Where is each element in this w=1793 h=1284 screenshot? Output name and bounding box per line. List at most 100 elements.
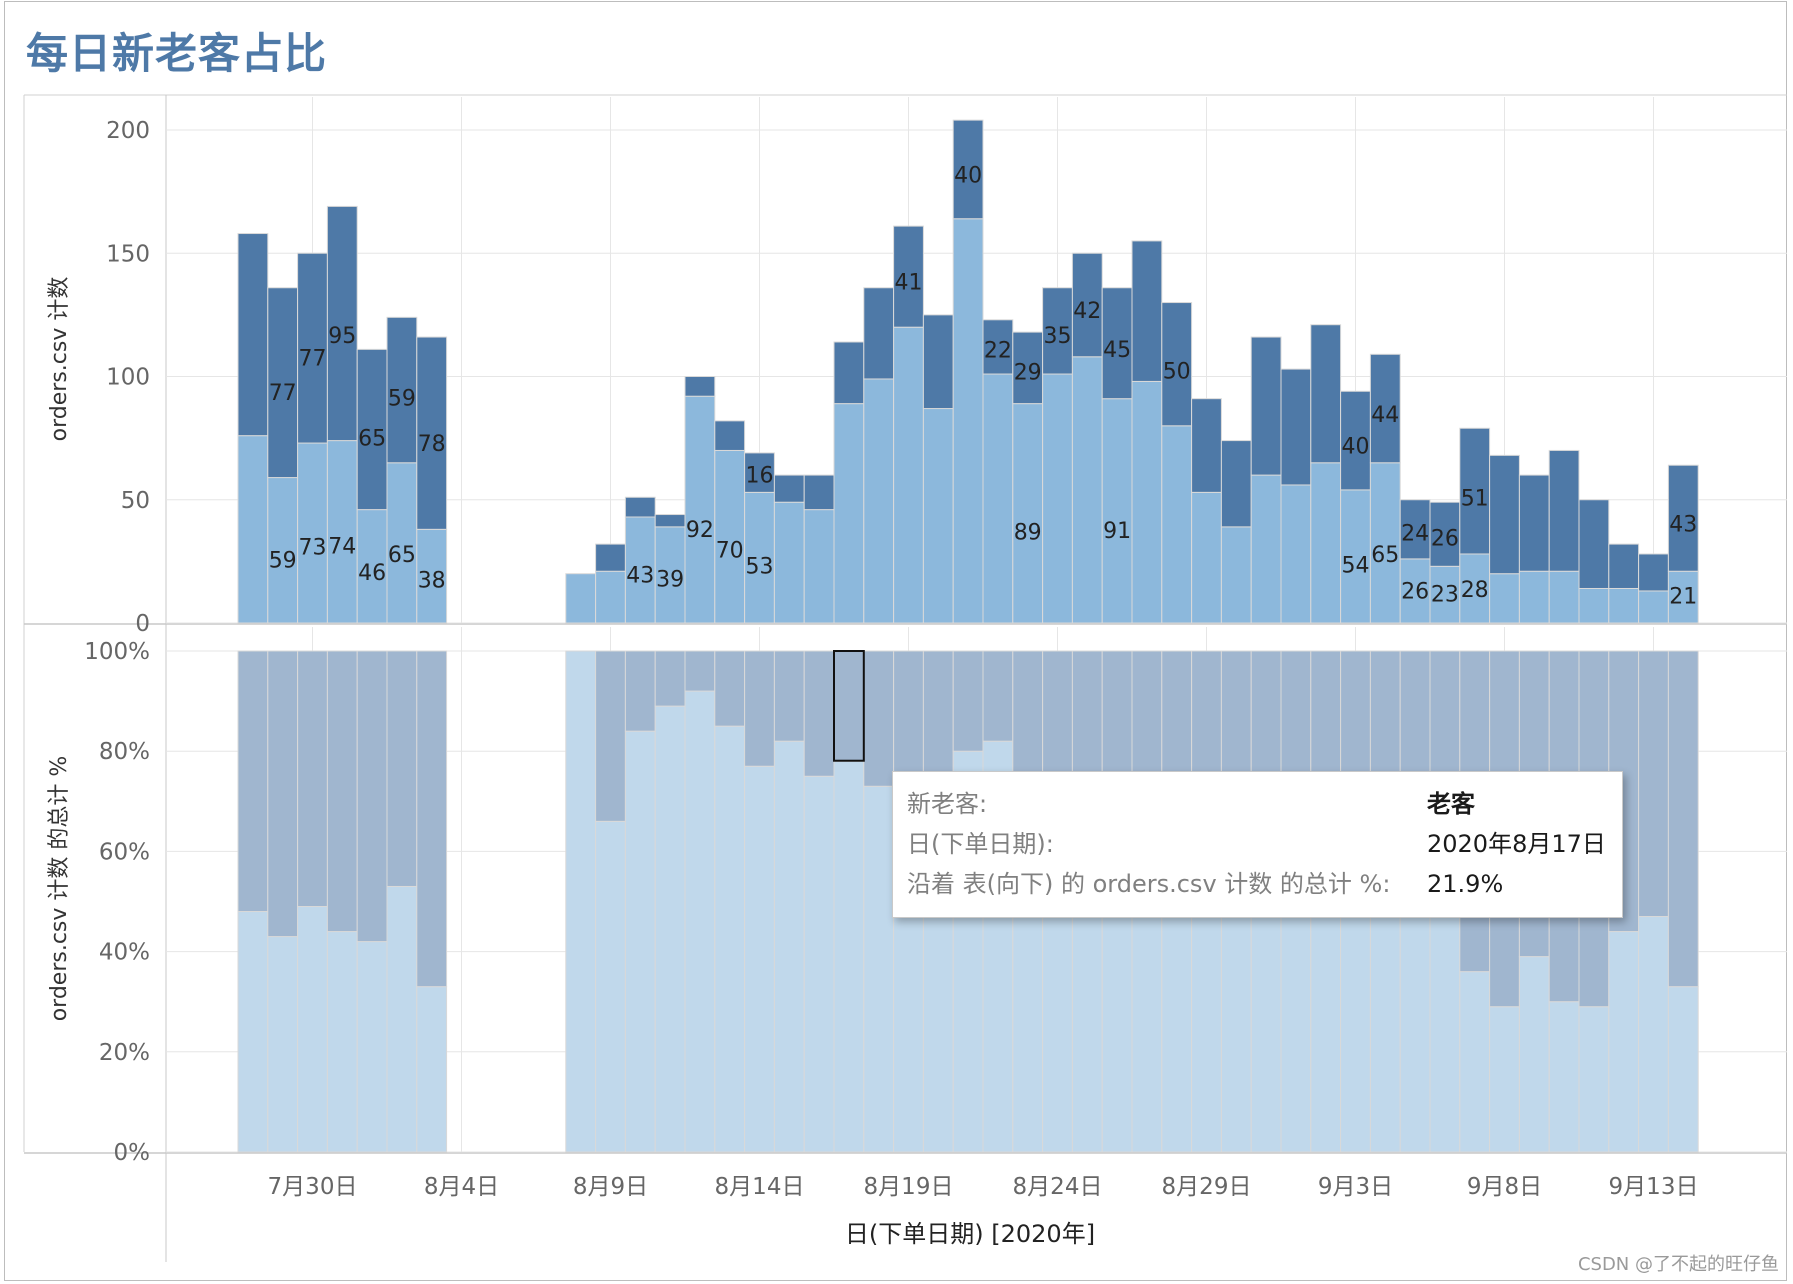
bar-new-customer-pct bbox=[1280, 880, 1312, 1153]
bar-new-customer-pct bbox=[386, 885, 418, 1153]
bar-new-customer-pct bbox=[1518, 956, 1550, 1153]
data-label-new: 89 bbox=[1014, 521, 1042, 546]
bar-old-customer-pct bbox=[863, 650, 895, 787]
y-tick-label: 150 bbox=[106, 241, 150, 267]
data-label-new: 39 bbox=[656, 567, 684, 592]
data-label-old: 59 bbox=[388, 386, 416, 411]
bar-old-customer-pct bbox=[803, 650, 835, 777]
data-label-new: 70 bbox=[716, 538, 744, 563]
data-label-old: 45 bbox=[1103, 338, 1131, 363]
data-label-new: 23 bbox=[1431, 582, 1459, 607]
data-label-old: 42 bbox=[1073, 299, 1101, 324]
bar-old-customer bbox=[1071, 252, 1103, 358]
bar-old-customer bbox=[1518, 474, 1550, 572]
tooltip-row-date: 日(下单日期): 2020年8月17日 bbox=[907, 828, 1606, 860]
bar-old-customer-pct bbox=[893, 650, 924, 777]
bar-new-customer-pct bbox=[684, 690, 716, 1153]
bar-new-customer bbox=[1101, 398, 1133, 624]
data-label-old: 29 bbox=[1014, 360, 1042, 385]
bar-old-customer bbox=[1459, 427, 1491, 555]
data-label-new: 73 bbox=[299, 536, 327, 561]
data-label-new: 59 bbox=[269, 549, 297, 574]
x-tick-label: 8月29日 bbox=[1162, 1174, 1252, 1200]
y-tick-label: 100 bbox=[106, 365, 150, 391]
bar-new-customer bbox=[297, 442, 328, 624]
bar-new-customer-pct bbox=[1220, 885, 1252, 1153]
bar-new-customer bbox=[1191, 491, 1222, 624]
bar-new-customer-pct bbox=[326, 931, 358, 1153]
data-label-new: 74 bbox=[328, 535, 356, 560]
bar-new-customer bbox=[356, 509, 388, 624]
bar-new-customer bbox=[267, 477, 299, 624]
data-label-old: 51 bbox=[1461, 486, 1489, 511]
bar-new-customer-pct bbox=[267, 936, 299, 1153]
bar-old-customer bbox=[1608, 543, 1640, 589]
bar-new-customer bbox=[1548, 570, 1580, 624]
bar-old-customer-pct bbox=[684, 650, 716, 692]
bar-new-customer-pct bbox=[863, 785, 895, 1153]
bar-old-customer bbox=[684, 376, 716, 397]
x-tick-label: 9月13日 bbox=[1609, 1174, 1699, 1200]
bar-old-customer-pct bbox=[654, 650, 686, 707]
bar-old-customer-pct bbox=[773, 650, 805, 742]
bar-new-customer-pct bbox=[1399, 890, 1431, 1153]
data-label-old: 77 bbox=[269, 381, 297, 406]
bar-new-customer bbox=[1638, 590, 1669, 624]
bar-new-customer bbox=[893, 326, 924, 624]
bar-old-customer bbox=[922, 314, 954, 410]
bar-old-customer bbox=[773, 474, 805, 503]
tooltip-label: 沿着 表(向下) 的 orders.csv 计数 的总计 %: bbox=[907, 870, 1391, 898]
bar-new-customer bbox=[595, 570, 626, 624]
data-label-old: 40 bbox=[1342, 435, 1370, 460]
bar-old-customer bbox=[714, 420, 746, 451]
bar-new-customer-pct bbox=[1429, 916, 1461, 1153]
data-label-new: 65 bbox=[1371, 543, 1399, 568]
data-label-old: 41 bbox=[895, 271, 923, 296]
y-tick-label: 60% bbox=[99, 839, 150, 865]
bar-new-customer bbox=[803, 509, 835, 624]
bar-new-customer-pct bbox=[1310, 880, 1342, 1153]
bar-new-customer bbox=[624, 516, 656, 624]
data-label-new: 91 bbox=[1103, 519, 1131, 544]
bar-old-customer-pct bbox=[714, 650, 746, 727]
bar-old-customer bbox=[624, 496, 656, 518]
bar-old-customer-pct bbox=[356, 650, 388, 943]
x-tick-label: 8月19日 bbox=[864, 1174, 954, 1200]
bar-old-customer bbox=[1161, 302, 1193, 427]
bar-old-customer bbox=[654, 514, 686, 528]
bar-new-customer bbox=[833, 403, 865, 624]
bar-old-customer-pct bbox=[386, 650, 418, 887]
bar-old-customer bbox=[1667, 464, 1699, 572]
bar-old-customer bbox=[1131, 240, 1163, 382]
bar-new-customer-pct bbox=[1250, 890, 1282, 1153]
data-label-new: 43 bbox=[626, 564, 654, 589]
bar-old-customer bbox=[1280, 368, 1312, 486]
x-tick-label: 7月30日 bbox=[268, 1174, 358, 1200]
bar-new-customer-pct bbox=[297, 906, 328, 1153]
data-label-old: 22 bbox=[984, 339, 1012, 364]
bar-old-customer bbox=[893, 225, 924, 328]
data-label-new: 92 bbox=[686, 518, 714, 543]
bar-new-customer bbox=[1489, 573, 1520, 624]
bar-old-customer-pct bbox=[237, 650, 269, 913]
bar-old-customer-pct bbox=[297, 650, 328, 908]
bar-new-customer bbox=[744, 491, 775, 624]
bar-new-customer-pct bbox=[1548, 1001, 1580, 1153]
watermark: CSDN @了不起的旺仔鱼 bbox=[1577, 1254, 1779, 1275]
data-label-old: 26 bbox=[1431, 526, 1459, 551]
bar-new-customer bbox=[922, 408, 954, 624]
bar-old-customer bbox=[237, 233, 269, 437]
y-tick-label: 100% bbox=[84, 639, 150, 665]
x-tick-label: 8月9日 bbox=[573, 1174, 648, 1200]
tooltip-value: 21.9% bbox=[1427, 870, 1504, 898]
data-label-old: 35 bbox=[1044, 324, 1072, 349]
bar-old-customer-pct bbox=[624, 650, 656, 732]
bar-old-customer bbox=[833, 341, 865, 405]
data-label-old: 95 bbox=[328, 324, 356, 349]
bar-old-customer-pct bbox=[952, 650, 984, 752]
bar-new-customer bbox=[1071, 356, 1103, 624]
bar-new-customer-pct bbox=[1578, 1006, 1610, 1153]
bar-old-customer bbox=[1042, 287, 1073, 375]
bar-new-customer bbox=[1012, 403, 1044, 624]
